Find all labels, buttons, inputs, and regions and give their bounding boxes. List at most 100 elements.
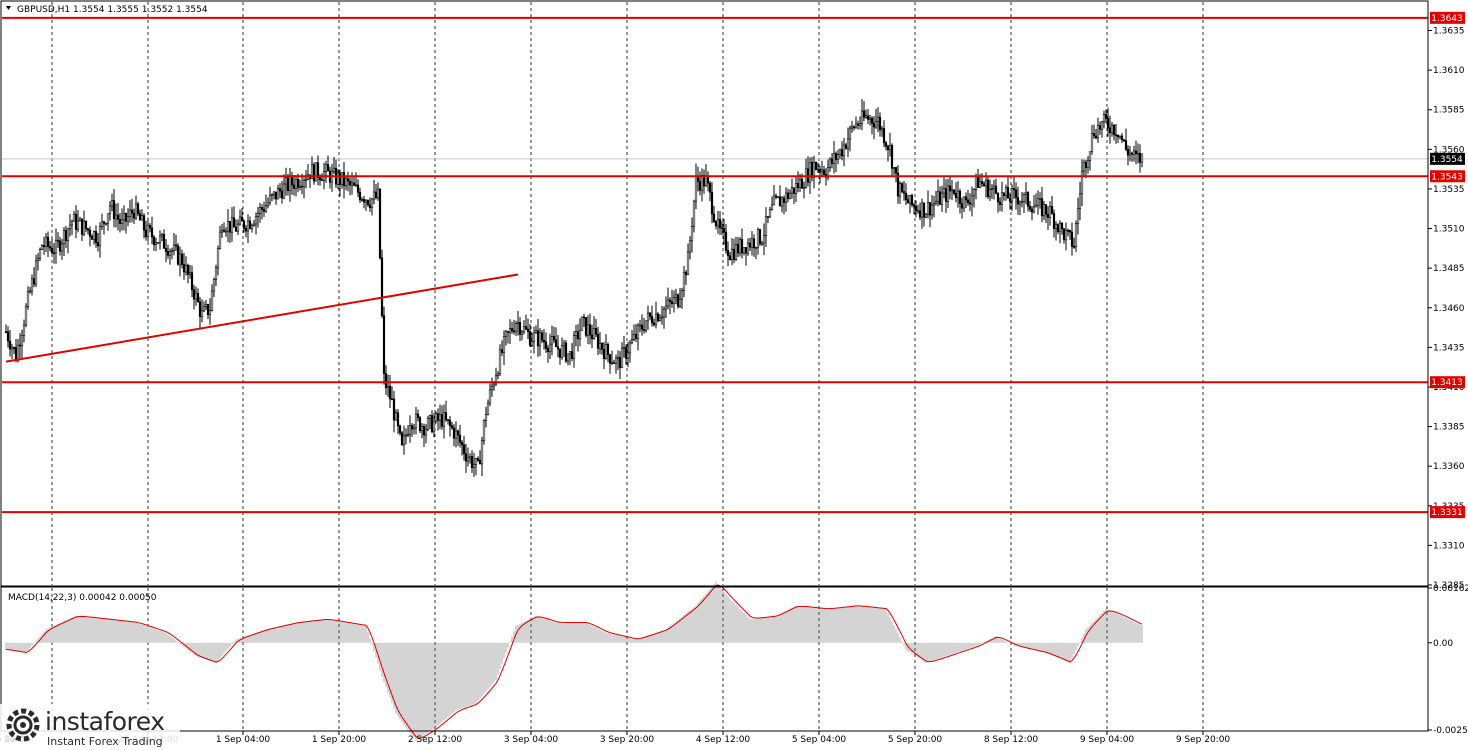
candle-body (1018, 201, 1022, 205)
candle-body (518, 322, 522, 335)
candle-body (418, 417, 422, 432)
candle-body (254, 216, 258, 225)
candle-body (1044, 204, 1048, 215)
candle-body (16, 344, 20, 361)
candle-body (1040, 198, 1044, 217)
candle-body (804, 168, 808, 188)
candle-body (408, 425, 412, 435)
candle-body (148, 224, 152, 229)
candle-body (210, 290, 214, 311)
candle-body (358, 191, 362, 201)
candle-body (152, 236, 156, 245)
candle-body (8, 340, 12, 350)
candle-body (288, 176, 292, 192)
candle-body (808, 161, 812, 183)
candle-body (598, 342, 602, 349)
candle-body (1090, 133, 1094, 152)
candle-body (658, 317, 662, 322)
candle-body (1134, 150, 1138, 155)
candle-body (616, 357, 620, 359)
candle-body (888, 145, 892, 151)
candle-body (1080, 170, 1084, 195)
candle-body (340, 172, 344, 186)
candle-body (4, 331, 8, 333)
candle-body (580, 316, 584, 331)
candle-body (370, 198, 374, 209)
candle-body (884, 142, 888, 147)
candle-body (600, 342, 604, 350)
candle-body (864, 115, 868, 118)
price-tick-label: 1.3360 (1433, 462, 1465, 472)
main-pane-border (0, 0, 1429, 587)
candle-body (432, 420, 436, 433)
candle-body (110, 200, 114, 207)
candle-body (26, 291, 30, 308)
candle-body (200, 310, 204, 317)
candle-body (532, 332, 536, 342)
candle-body (428, 415, 432, 419)
candle-body (734, 243, 738, 260)
candle-body (1072, 246, 1076, 248)
candle-body (736, 243, 740, 254)
candle-body (250, 225, 254, 229)
candle-body (1016, 197, 1020, 205)
candle-body (890, 145, 894, 169)
svg-text:1.3554: 1.3554 (1431, 155, 1463, 165)
candle-body (434, 413, 438, 422)
candle-body (922, 202, 926, 218)
candle-body (1094, 135, 1098, 139)
candle-body (316, 162, 320, 178)
candle-body (160, 233, 164, 237)
candle-body (514, 322, 518, 333)
candle-body (988, 189, 992, 197)
candle-body (652, 322, 656, 326)
candle-body (530, 341, 534, 346)
candle-body (796, 183, 800, 188)
dropdown-arrow-icon[interactable] (6, 6, 11, 10)
candle-body (1062, 228, 1066, 241)
price-tick-label: 1.3585 (1433, 106, 1465, 116)
candle-body (858, 123, 862, 126)
candle-body (302, 180, 306, 187)
instaforex-logo: instaforex Instant Forex Trading (0, 704, 180, 750)
candle-body (1056, 224, 1060, 233)
level-tag-label: 1.3331 (1431, 508, 1463, 518)
candle-body (36, 257, 40, 262)
candle-body (828, 158, 832, 168)
candle-body (276, 188, 280, 200)
candle-body (798, 178, 802, 188)
candle-body (150, 227, 154, 238)
candle-body (1012, 188, 1016, 191)
candle-body (624, 347, 628, 359)
candle-body (992, 185, 996, 189)
candle-body (1046, 213, 1050, 218)
candle-body (182, 264, 186, 273)
candle-body (870, 117, 874, 124)
candle-body (174, 244, 178, 247)
candle-body (222, 229, 226, 232)
candle-body (212, 279, 216, 292)
candle-body (830, 158, 834, 164)
candle-body (748, 242, 752, 248)
candle-body (1128, 152, 1132, 156)
level-tag-background (1430, 11, 1465, 24)
candle-body (1030, 208, 1034, 213)
candle-body (348, 180, 352, 186)
candle-body (834, 153, 838, 160)
candle-body (772, 195, 776, 206)
candle-body (490, 385, 494, 391)
candle-body (588, 324, 592, 336)
candle-body (220, 229, 224, 233)
candle-body (228, 221, 232, 233)
candle-body (540, 332, 544, 341)
candle-body (268, 195, 272, 204)
candle-body (420, 426, 424, 432)
symbol-header: GBPUSD,H1 1.3554 1.3555 1.3552 1.3554 (17, 5, 208, 15)
level-tag-background (1430, 170, 1465, 183)
candle-body (606, 344, 610, 355)
candle-body (622, 347, 626, 349)
candle-body (266, 202, 270, 206)
candle-body (966, 199, 970, 204)
candle-body (642, 329, 646, 331)
